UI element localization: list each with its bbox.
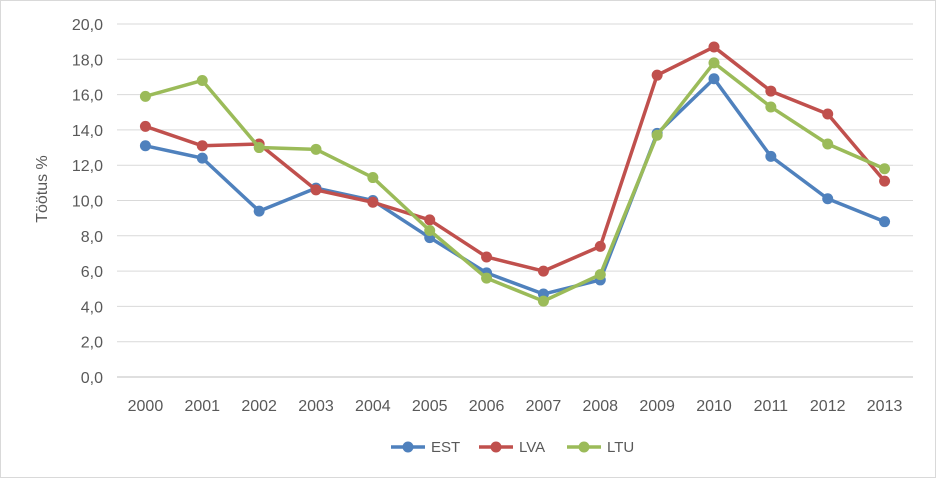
data-point-ltu	[765, 101, 777, 113]
y-axis-ticks: 0,0 2,0 4,0 6,0 8,0 10,0 12,0 14,0 16,0 18,0 20,0	[72, 17, 103, 387]
x-tick-label: 2002	[241, 398, 277, 415]
legend: EST LVA LTU	[391, 439, 634, 456]
data-point-est	[879, 216, 891, 228]
data-point-lva	[651, 69, 663, 81]
data-point-ltu	[879, 163, 891, 175]
data-point-lva	[481, 251, 493, 263]
data-point-lva	[765, 85, 777, 97]
data-point-ltu	[822, 138, 834, 150]
x-tick-label: 2013	[867, 398, 903, 415]
data-point-est	[765, 150, 777, 162]
y-tick-label: 10,0	[72, 194, 103, 211]
data-point-lva	[537, 265, 549, 277]
legend-label: LTU	[607, 439, 634, 456]
x-tick-label: 2001	[184, 398, 220, 415]
x-tick-label: 2004	[355, 398, 391, 415]
data-point-lva	[822, 108, 834, 120]
data-point-ltu	[708, 57, 720, 69]
legend-swatch-marker	[402, 441, 414, 453]
legend-item-ltu: LTU	[567, 439, 634, 456]
legend-swatch-marker	[578, 441, 590, 453]
x-tick-label: 2003	[298, 398, 334, 415]
data-point-ltu	[139, 90, 151, 102]
data-point-est	[822, 193, 834, 205]
series-lines	[139, 41, 891, 307]
data-point-est	[139, 140, 151, 152]
y-tick-label: 6,0	[81, 264, 103, 281]
y-tick-label: 12,0	[72, 158, 103, 175]
series-line-lva	[143, 45, 887, 273]
data-point-ltu	[651, 129, 663, 141]
data-point-ltu	[537, 295, 549, 307]
legend-label: EST	[431, 439, 460, 456]
data-point-est	[196, 152, 208, 164]
x-tick-label: 2005	[412, 398, 448, 415]
x-tick-label: 2010	[696, 398, 732, 415]
x-tick-label: 2011	[754, 398, 789, 415]
y-tick-label: 4,0	[81, 299, 103, 316]
x-tick-label: 2008	[582, 398, 618, 415]
y-axis-title: Töötus %	[34, 155, 51, 223]
data-point-lva	[367, 196, 379, 208]
data-point-lva	[594, 240, 606, 252]
y-tick-label: 2,0	[81, 335, 103, 352]
data-point-ltu	[424, 225, 436, 237]
x-tick-label: 2007	[526, 398, 562, 415]
legend-item-lva: LVA	[479, 439, 545, 456]
x-tick-label: 2012	[810, 398, 846, 415]
data-point-ltu	[481, 272, 493, 284]
data-point-lva	[196, 140, 208, 152]
data-point-est	[708, 73, 720, 85]
x-tick-label: 2009	[639, 398, 675, 415]
data-point-ltu	[367, 172, 379, 184]
data-point-lva	[139, 120, 151, 132]
data-point-lva	[310, 184, 322, 196]
legend-item-est: EST	[391, 439, 460, 456]
legend-swatch-marker	[490, 441, 502, 453]
data-point-lva	[879, 175, 891, 187]
data-point-ltu	[196, 74, 208, 86]
data-point-ltu	[253, 142, 265, 154]
x-tick-label: 2006	[469, 398, 505, 415]
gridlines	[117, 23, 913, 378]
x-tick-label: 2000	[128, 398, 164, 415]
series-line-est	[143, 76, 887, 296]
series-line-ltu	[143, 61, 887, 303]
x-axis-ticks: 2000 2001 2002 2003 2004 2005 2006 2007 2008 2009…	[128, 398, 903, 415]
legend-label: LVA	[519, 439, 545, 456]
y-tick-label: 20,0	[72, 17, 103, 34]
data-point-lva	[424, 214, 436, 226]
y-tick-label: 18,0	[72, 52, 103, 69]
y-tick-label: 16,0	[72, 88, 103, 105]
data-point-ltu	[594, 269, 606, 281]
data-point-ltu	[310, 143, 322, 155]
y-tick-label: 0,0	[81, 370, 103, 387]
series-lva	[139, 41, 891, 277]
data-point-lva	[708, 41, 720, 53]
series-ltu	[139, 57, 891, 307]
y-tick-label: 14,0	[72, 123, 103, 140]
y-tick-label: 8,0	[81, 229, 103, 246]
data-point-est	[253, 205, 265, 217]
